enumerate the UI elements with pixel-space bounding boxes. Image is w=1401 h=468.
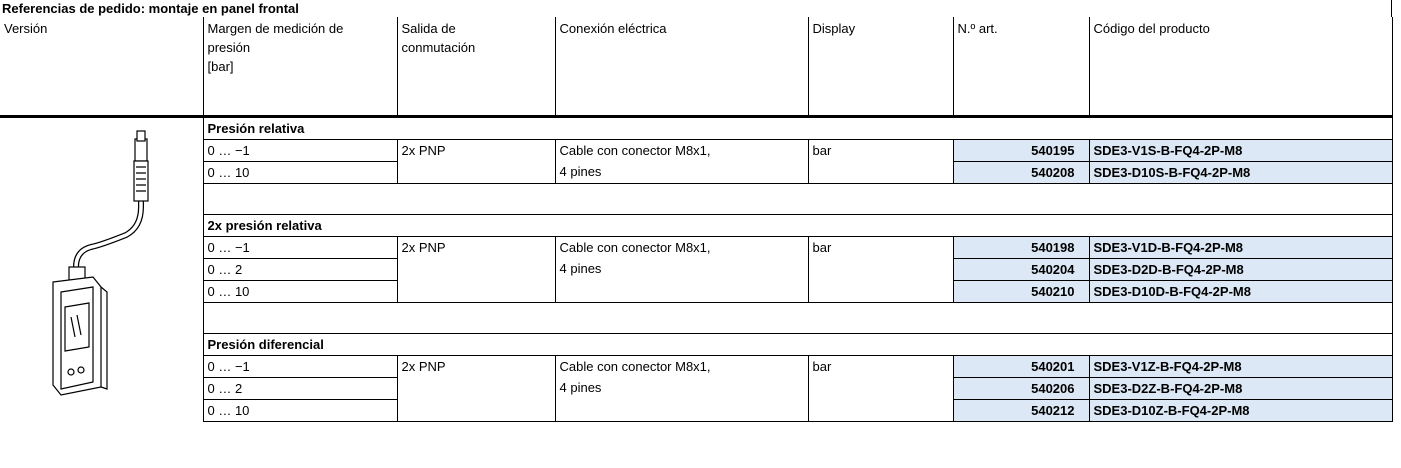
display: bar (807, 139, 954, 184)
part-number: 540198 (952, 236, 1090, 259)
spacer-cell (202, 302, 1393, 334)
text-line: Salida de (401, 21, 456, 36)
product-code: SDE3-V1Z-B-FQ4-2P-M8 (1088, 355, 1393, 378)
pressure-range: 0 … −1 (202, 139, 398, 162)
electrical-connection: Cable con conector M8x1, 4 pines (554, 355, 809, 422)
text-line: Margen de medición de (207, 21, 344, 36)
text-line: 4 pines (559, 164, 602, 179)
pressure-range: 0 … −1 (202, 355, 398, 378)
text-line: conmutación (401, 40, 476, 55)
electrical-connection: Cable con conector M8x1, 4 pines (554, 236, 809, 303)
part-number: 540208 (952, 161, 1090, 184)
part-number: 540206 (952, 377, 1090, 400)
product-row: 0 … 10 540208 SDE3-D10S-B-FQ4-2P-M8 (0, 161, 1393, 184)
group-heading-row: Presión relativa (0, 116, 1393, 422)
table-title: Referencias de pedido: montaje en panel … (0, 0, 1392, 17)
product-code: SDE3-D10D-B-FQ4-2P-M8 (1088, 280, 1393, 303)
product-row: 0 … 2 540206 SDE3-D2Z-B-FQ4-2P-M8 (0, 377, 1393, 400)
part-number: 540210 (952, 280, 1090, 303)
text-line: 4 pines (559, 380, 602, 395)
text-line: [bar] (207, 59, 234, 74)
switching-output: 2x PNP (396, 236, 556, 303)
group-heading: Presión relativa (202, 116, 1393, 140)
product-image (52, 130, 149, 396)
display: bar (807, 236, 954, 303)
text-line: Conexión eléctrica (559, 21, 667, 36)
product-image-cell (0, 116, 204, 422)
switching-output: 2x PNP (396, 355, 556, 422)
text-line: 4 pines (559, 261, 602, 276)
header-cell: Conexión eléctrica (554, 17, 809, 118)
electrical-connection: Cable con conector M8x1, 4 pines (554, 139, 809, 184)
header-cell: N.º art. (952, 17, 1090, 118)
pressure-range: 0 … 2 (202, 377, 398, 400)
text-line: Cable con conector M8x1, (559, 143, 711, 158)
text-line: N.º art. (957, 21, 998, 36)
text-line: Display (812, 21, 856, 36)
product-row: 0 … 10 540212 SDE3-D10Z-B-FQ4-2P-M8 (0, 399, 1393, 422)
product-row: 0 … −1 2x PNP Cable con conector M8x1, 4 pi… (0, 139, 1393, 184)
part-number: 540204 (952, 258, 1090, 281)
pressure-range: 0 … 10 (202, 161, 398, 184)
header-cell: Margen de medición de presión [bar] (202, 17, 398, 118)
display: bar (807, 355, 954, 422)
header-row: Versión Margen de medición de presión [bar]… (0, 17, 1393, 118)
product-code: SDE3-D10S-B-FQ4-2P-M8 (1088, 161, 1393, 184)
part-number: 540195 (952, 139, 1090, 162)
header-cell: Código del producto (1088, 17, 1393, 118)
header-cell: Versión (0, 17, 204, 118)
product-code: SDE3-V1S-B-FQ4-2P-M8 (1088, 139, 1393, 162)
part-number: 540201 (952, 355, 1090, 378)
spacer-cell (202, 183, 1393, 215)
text-line: Cable con conector M8x1, (559, 359, 711, 374)
group-heading: Presión diferencial (202, 333, 1393, 356)
text-line: presión (207, 40, 251, 55)
order-table-page: Referencias de pedido: montaje en panel … (0, 0, 1393, 422)
pressure-range: 0 … 2 (202, 258, 398, 281)
pressure-range: 0 … 10 (202, 280, 398, 303)
product-code: SDE3-D2D-B-FQ4-2P-M8 (1088, 258, 1393, 281)
product-code: SDE3-D10Z-B-FQ4-2P-M8 (1088, 399, 1393, 422)
group-heading-row: 2x presión relativa (0, 214, 1393, 237)
group-heading: 2x presión relativa (202, 214, 1393, 237)
product-code: SDE3-V1D-B-FQ4-2P-M8 (1088, 236, 1393, 259)
order-table: Versión Margen de medición de presión [bar]… (0, 17, 1393, 422)
product-row: 0 … −1 2x PNP Cable con conector M8x1, 4 pi… (0, 355, 1393, 422)
header-cell: Display (807, 17, 954, 118)
group-heading-row: Presión diferencial (0, 333, 1393, 356)
part-number: 540212 (952, 399, 1090, 422)
text-line: Cable con conector M8x1, (559, 240, 711, 255)
pressure-range: 0 … 10 (202, 399, 398, 422)
header-cell: Salida de conmutación (396, 17, 556, 118)
text-line: Versión (4, 21, 48, 36)
product-code: SDE3-D2Z-B-FQ4-2P-M8 (1088, 377, 1393, 400)
product-row: 0 … 2 540204 SDE3-D2D-B-FQ4-2P-M8 (0, 258, 1393, 281)
spacer-row (0, 302, 1393, 334)
pressure-range: 0 … −1 (202, 236, 398, 259)
switching-output: 2x PNP (396, 139, 556, 184)
product-row: 0 … −1 2x PNP Cable con conector M8x1, 4 pi… (0, 236, 1393, 303)
spacer-row (0, 183, 1393, 215)
text-line: Código del producto (1093, 21, 1210, 36)
